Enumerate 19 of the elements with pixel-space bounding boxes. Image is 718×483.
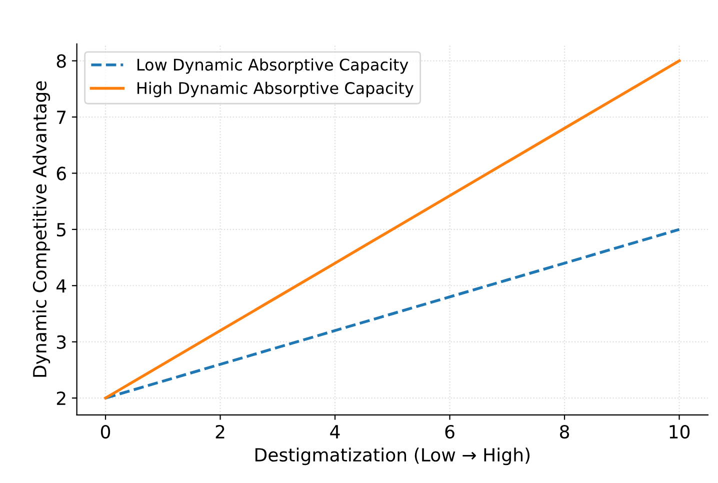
y-tick-label: 5 xyxy=(57,223,66,237)
x-tick-label: 10 xyxy=(670,424,690,439)
x-axis-title: Destigmatization (Low → High) xyxy=(255,448,530,466)
legend-label: High Dynamic Absorptive Capacity xyxy=(137,82,414,98)
x-tick-label: 0 xyxy=(100,424,110,439)
y-tick-label: 4 xyxy=(56,279,66,292)
y-axis-title: Dynamic Competitive Advantage xyxy=(32,81,50,377)
y-tick-label: 2 xyxy=(56,391,66,405)
y-tick-label: 6 xyxy=(56,166,66,180)
x-tick-label: 6 xyxy=(445,424,454,439)
x-tick-label: 2 xyxy=(216,424,224,438)
y-tick-label: 3 xyxy=(56,335,66,349)
y-tick-label: 7 xyxy=(57,110,66,124)
line-series xyxy=(104,59,681,400)
legend-label: Low Dynamic Absorptive Capacity xyxy=(137,58,408,74)
line-series xyxy=(104,228,681,400)
x-tick-label: 4 xyxy=(330,425,340,438)
x-tick-label: 8 xyxy=(560,424,570,439)
y-tick-label: 8 xyxy=(56,54,66,68)
